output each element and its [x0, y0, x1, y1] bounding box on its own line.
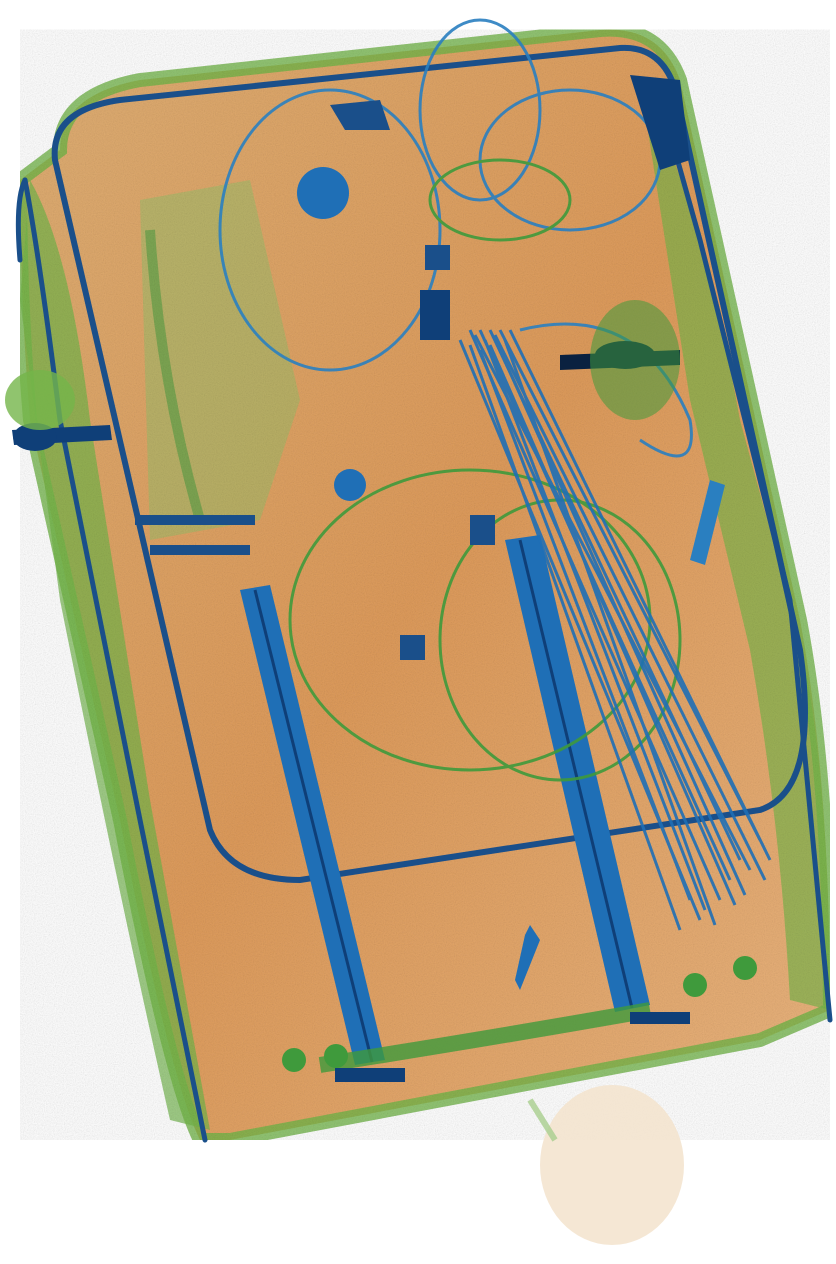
luggage-tag [527, 1085, 684, 1245]
wire-bundle [458, 329, 772, 931]
handle-tubes [240, 535, 652, 1073]
cable-loops [218, 18, 693, 782]
wheel-details [282, 925, 757, 1072]
inner-items [5, 300, 725, 565]
suitcase-shell [12, 22, 836, 1147]
